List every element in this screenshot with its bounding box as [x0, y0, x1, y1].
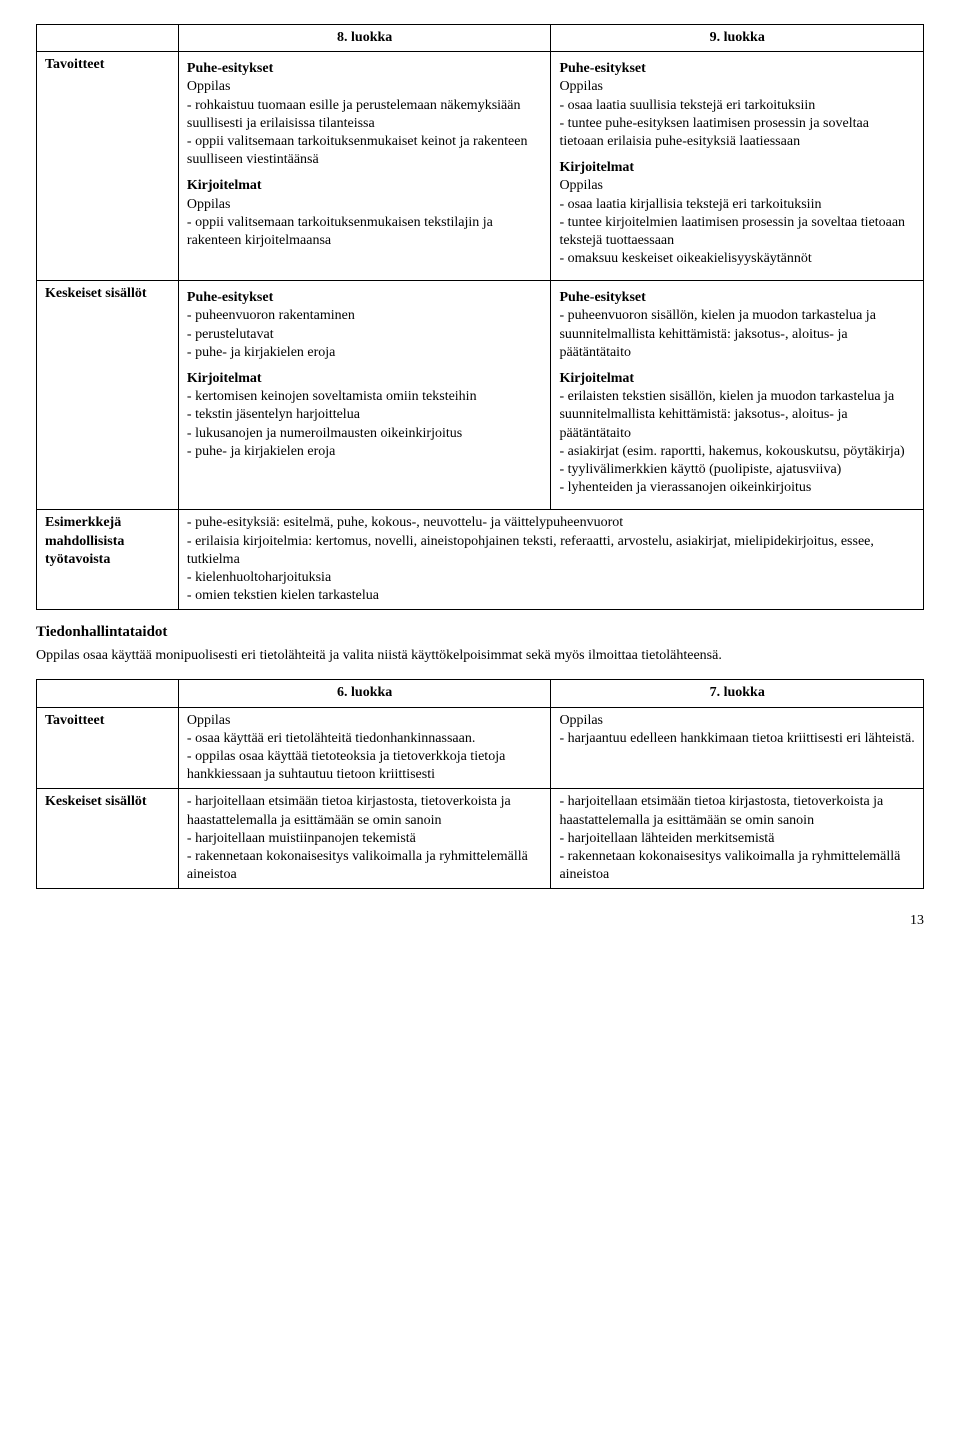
row-label-keskeiset: Keskeiset sisällöt	[37, 789, 179, 889]
list-item: - harjoitellaan etsimään tietoa kirjasto…	[559, 793, 915, 829]
list-item: - omaksuu keskeiset oikeakielisyyskäytän…	[559, 250, 915, 268]
header-grade-6: 6. luokka	[178, 680, 551, 707]
cell-tavoitteet-8: Puhe-esitykset Oppilas - rohkaistuu tuom…	[178, 52, 551, 281]
list-item: - puheenvuoron sisällön, kielen ja muodo…	[559, 307, 915, 362]
table-row: Esimerkkejä mahdollisista työtavoista - …	[37, 510, 924, 610]
list-item: - harjoitellaan lähteiden merkitsemistä	[559, 830, 915, 848]
list-item: - perustelutavat	[187, 326, 543, 344]
row-label-esimerkkeja: Esimerkkejä mahdollisista työtavoista	[37, 510, 179, 610]
section-title: Puhe-esitykset	[559, 60, 915, 78]
cell-tavoitteet-9: Puhe-esitykset Oppilas - osaa laatia suu…	[551, 52, 924, 281]
list-item: - lyhenteiden ja vierassanojen oikeinkir…	[559, 479, 915, 497]
section-title: Kirjoitelmat	[559, 370, 915, 388]
header-empty	[37, 680, 179, 707]
list-item: - tuntee kirjoitelmien laatimisen proses…	[559, 214, 915, 250]
cell-esimerkkeja-merged: - puhe-esityksiä: esitelmä, puhe, kokous…	[178, 510, 923, 610]
list: - puhe-esityksiä: esitelmä, puhe, kokous…	[187, 514, 915, 605]
oppilas-label: Oppilas	[559, 712, 915, 730]
table-row: Tavoitteet Puhe-esitykset Oppilas - rohk…	[37, 52, 924, 281]
section-title: Kirjoitelmat	[187, 177, 543, 195]
list: - oppii valitsemaan tarkoituksenmukaisen…	[187, 214, 543, 250]
list: - rohkaistuu tuomaan esille ja perustele…	[187, 97, 543, 170]
header-grade-9: 9. luokka	[551, 25, 924, 52]
list-item: - oppii valitsemaan tarkoituksenmukaiset…	[187, 133, 543, 169]
row-label-tavoitteet: Tavoitteet	[37, 52, 179, 281]
list-item: - erilaisten tekstien sisällön, kielen j…	[559, 388, 915, 443]
list-item: - kertomisen keinojen soveltamista omiin…	[187, 388, 543, 406]
page-number: 13	[36, 913, 924, 929]
list: - erilaisten tekstien sisällön, kielen j…	[559, 388, 915, 497]
list: - kertomisen keinojen soveltamista omiin…	[187, 388, 543, 461]
list-item: - tyylivälimerkkien käyttö (puolipiste, …	[559, 461, 915, 479]
list-item: - osaa laatia suullisia tekstejä eri tar…	[559, 97, 915, 115]
cell-keskeiset-8: Puhe-esitykset - puheenvuoron rakentamin…	[178, 281, 551, 510]
list: - harjoitellaan etsimään tietoa kirjasto…	[559, 793, 915, 884]
list-item: - erilaisia kirjoitelmia: kertomus, nove…	[187, 533, 915, 569]
list-item: - puhe-esityksiä: esitelmä, puhe, kokous…	[187, 514, 915, 532]
oppilas-label: Oppilas	[187, 196, 543, 214]
row-label-tavoitteet: Tavoitteet	[37, 707, 179, 789]
section-title: Kirjoitelmat	[559, 159, 915, 177]
list-item: - oppilas osaa käyttää tietoteoksia ja t…	[187, 748, 543, 784]
list-item: - puhe- ja kirjakielen eroja	[187, 443, 543, 461]
list: - osaa käyttää eri tietolähteitä tiedonh…	[187, 730, 543, 785]
table-row: Keskeiset sisällöt Puhe-esitykset - puhe…	[37, 281, 924, 510]
oppilas-label: Oppilas	[187, 78, 543, 96]
table-header-row: 6. luokka 7. luokka	[37, 680, 924, 707]
cell-keskeiset-9: Puhe-esitykset - puheenvuoron sisällön, …	[551, 281, 924, 510]
list-item: - rakennetaan kokonaisesitys valikoimall…	[559, 848, 915, 884]
list-item: - rohkaistuu tuomaan esille ja perustele…	[187, 97, 543, 133]
list: - osaa laatia kirjallisia tekstejä eri t…	[559, 196, 915, 269]
list-item: - asiakirjat (esim. raportti, hakemus, k…	[559, 443, 915, 461]
list: - puheenvuoron rakentaminen - perustelut…	[187, 307, 543, 362]
list-item: - oppii valitsemaan tarkoituksenmukaisen…	[187, 214, 543, 250]
list-item: - lukusanojen ja numeroilmausten oikeink…	[187, 425, 543, 443]
list-item: - puheenvuoron rakentaminen	[187, 307, 543, 325]
table-grades-6-7: 6. luokka 7. luokka Tavoitteet Oppilas -…	[36, 679, 924, 889]
list-item: - tuntee puhe-esityksen laatimisen prose…	[559, 115, 915, 151]
header-grade-7: 7. luokka	[551, 680, 924, 707]
section-title: Puhe-esitykset	[187, 60, 543, 78]
intro-paragraph: Oppilas osaa käyttää monipuolisesti eri …	[36, 647, 924, 665]
list: - puheenvuoron sisällön, kielen ja muodo…	[559, 307, 915, 362]
list-item: - osaa käyttää eri tietolähteitä tiedonh…	[187, 730, 543, 748]
list-item: - harjoitellaan muistiinpanojen tekemist…	[187, 830, 543, 848]
list-item: - harjoitellaan etsimään tietoa kirjasto…	[187, 793, 543, 829]
list: - harjaantuu edelleen hankkimaan tietoa …	[559, 730, 915, 748]
list-item: - kielenhuoltoharjoituksia	[187, 569, 915, 587]
cell-keskeiset-6: - harjoitellaan etsimään tietoa kirjasto…	[178, 789, 551, 889]
header-empty	[37, 25, 179, 52]
list-item: - rakennetaan kokonaisesitys valikoimall…	[187, 848, 543, 884]
cell-tavoitteet-6: Oppilas - osaa käyttää eri tietolähteitä…	[178, 707, 551, 789]
cell-tavoitteet-7: Oppilas - harjaantuu edelleen hankkimaan…	[551, 707, 924, 789]
list-item: - tekstin jäsentelyn harjoittelua	[187, 406, 543, 424]
list: - osaa laatia suullisia tekstejä eri tar…	[559, 97, 915, 152]
section-title: Puhe-esitykset	[187, 289, 543, 307]
table-row: Tavoitteet Oppilas - osaa käyttää eri ti…	[37, 707, 924, 789]
cell-keskeiset-7: - harjoitellaan etsimään tietoa kirjasto…	[551, 789, 924, 889]
list-item: - harjaantuu edelleen hankkimaan tietoa …	[559, 730, 915, 748]
header-grade-8: 8. luokka	[178, 25, 551, 52]
list: - harjoitellaan etsimään tietoa kirjasto…	[187, 793, 543, 884]
row-label-keskeiset: Keskeiset sisällöt	[37, 281, 179, 510]
table-row: Keskeiset sisällöt - harjoitellaan etsim…	[37, 789, 924, 889]
section-title: Puhe-esitykset	[559, 289, 915, 307]
oppilas-label: Oppilas	[187, 712, 543, 730]
oppilas-label: Oppilas	[559, 78, 915, 96]
table-header-row: 8. luokka 9. luokka	[37, 25, 924, 52]
table-grades-8-9: 8. luokka 9. luokka Tavoitteet Puhe-esit…	[36, 24, 924, 610]
section-heading-tiedonhallintataidot: Tiedonhallintataidot	[36, 624, 924, 641]
oppilas-label: Oppilas	[559, 177, 915, 195]
list-item: - osaa laatia kirjallisia tekstejä eri t…	[559, 196, 915, 214]
section-title: Kirjoitelmat	[187, 370, 543, 388]
list-item: - puhe- ja kirjakielen eroja	[187, 344, 543, 362]
list-item: - omien tekstien kielen tarkastelua	[187, 587, 915, 605]
